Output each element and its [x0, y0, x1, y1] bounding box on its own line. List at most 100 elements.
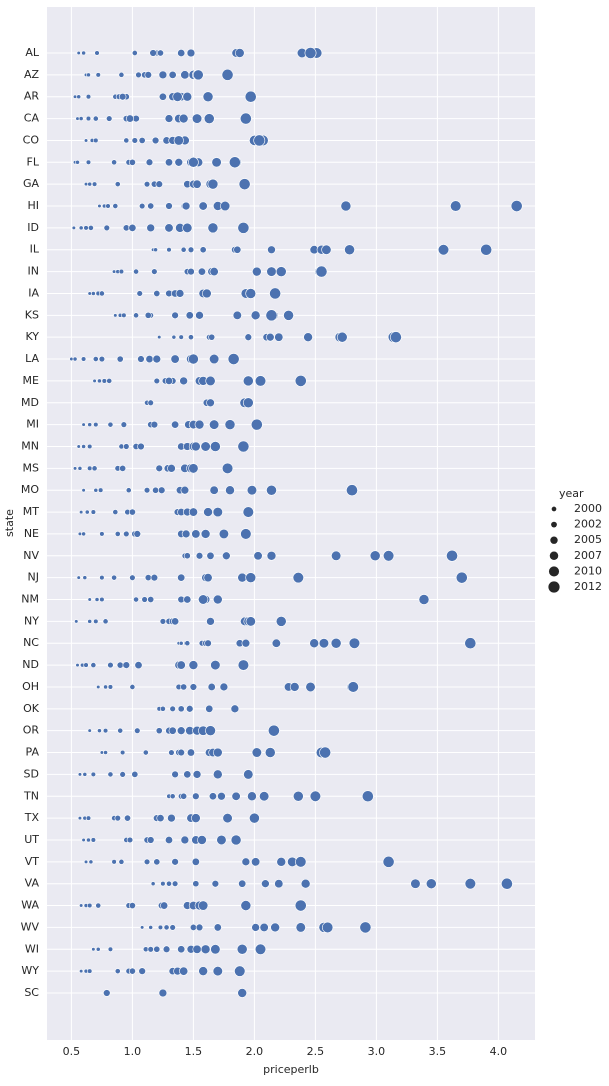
point	[224, 419, 236, 430]
point	[321, 921, 334, 934]
point	[150, 881, 156, 887]
point	[446, 549, 458, 562]
point	[268, 724, 280, 737]
point	[228, 156, 241, 169]
legend-label: 2012	[574, 580, 602, 593]
point	[331, 550, 342, 561]
y-tick-label: MI	[26, 418, 39, 431]
point	[144, 574, 152, 582]
legend-marker	[548, 581, 560, 593]
point	[198, 966, 208, 976]
point	[180, 835, 190, 845]
point	[174, 158, 184, 167]
y-tick-label: VT	[25, 855, 40, 868]
point	[120, 421, 128, 428]
y-tick-label: TN	[23, 789, 39, 802]
point	[79, 509, 84, 515]
point	[99, 750, 104, 755]
point	[241, 638, 251, 648]
point	[270, 922, 280, 933]
point	[152, 486, 160, 494]
point	[122, 661, 131, 669]
point	[85, 94, 92, 100]
point	[140, 925, 145, 930]
point	[261, 879, 270, 888]
point	[188, 463, 199, 474]
point	[464, 878, 476, 890]
point	[125, 114, 134, 123]
point	[97, 203, 102, 209]
y-tick-label: OR	[23, 724, 40, 737]
point	[131, 770, 139, 778]
point	[237, 572, 248, 583]
y-tick-label: MS	[23, 461, 39, 474]
point	[178, 640, 184, 646]
point	[195, 552, 204, 560]
y-tick-label: MN	[21, 439, 39, 452]
point	[143, 180, 151, 188]
point	[244, 90, 257, 103]
point	[95, 72, 101, 78]
point	[144, 311, 152, 319]
point	[93, 421, 99, 428]
point	[230, 704, 240, 714]
point	[76, 444, 81, 449]
point	[209, 353, 220, 365]
point	[245, 616, 256, 627]
point	[410, 878, 421, 889]
y-tick-label: TX	[24, 811, 40, 824]
point	[264, 747, 276, 758]
point	[309, 790, 322, 802]
point	[167, 813, 176, 823]
point	[119, 749, 126, 756]
point	[212, 594, 223, 605]
point	[346, 484, 358, 497]
point	[133, 530, 142, 538]
point	[171, 420, 180, 429]
point	[239, 112, 252, 125]
point	[250, 310, 261, 321]
point	[83, 662, 89, 668]
point	[125, 487, 132, 494]
point	[160, 901, 169, 910]
point	[118, 268, 125, 275]
y-tick-label: NM	[21, 593, 39, 606]
point	[76, 575, 81, 580]
legend-marker	[548, 566, 560, 577]
point	[304, 47, 317, 59]
point	[369, 550, 381, 562]
point	[145, 355, 154, 364]
point	[198, 201, 208, 211]
point	[114, 968, 121, 975]
point	[133, 312, 139, 319]
y-tick-label: MO	[21, 483, 39, 496]
point	[171, 770, 179, 779]
point	[234, 965, 246, 977]
point	[97, 378, 102, 384]
legend-label: 2005	[574, 533, 602, 546]
point	[98, 290, 105, 297]
point	[177, 48, 186, 57]
point	[202, 288, 212, 299]
point	[75, 116, 80, 121]
point	[162, 945, 171, 954]
point	[207, 222, 219, 234]
point	[153, 290, 161, 297]
point	[295, 922, 306, 933]
point	[464, 637, 477, 650]
point	[90, 662, 97, 669]
point	[155, 727, 163, 735]
point	[112, 509, 119, 515]
point	[123, 530, 130, 538]
point	[187, 267, 195, 276]
point	[118, 92, 127, 101]
point	[250, 418, 263, 431]
y-tick-label: AZ	[24, 68, 40, 81]
point	[245, 572, 257, 584]
point	[244, 333, 253, 341]
point	[147, 596, 155, 603]
point	[181, 529, 191, 539]
point	[231, 791, 241, 801]
y-tick-label: OH	[22, 680, 39, 693]
point	[303, 332, 313, 343]
